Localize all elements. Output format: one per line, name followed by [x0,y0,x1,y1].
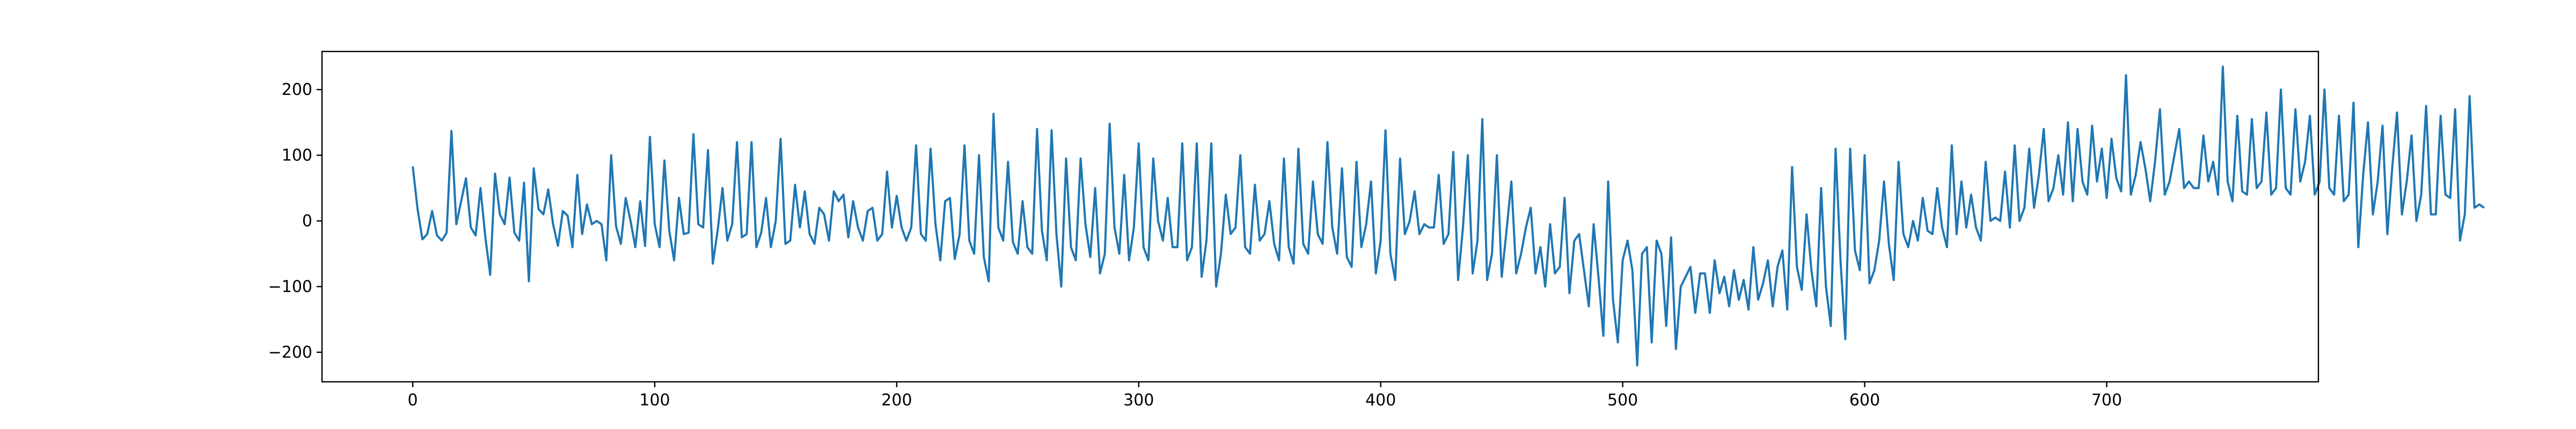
x-tick-label: 500 [1607,391,1638,410]
x-tick-label: 0 [408,391,418,410]
y-axis: −200 −100 0 100 200 [268,80,322,362]
x-tick-label: 600 [1849,391,1880,410]
y-tick-label: 100 [282,146,312,165]
x-tick-label: 100 [639,391,670,410]
y-tick-label: 0 [302,212,312,231]
x-tick-label: 200 [881,391,912,410]
x-tick-label: 300 [1123,391,1154,410]
x-axis: 0 100 200 300 400 500 600 700 [408,382,2122,410]
axes-frame [321,50,2319,383]
x-tick-label: 700 [2091,391,2122,410]
series-line-0 [412,65,2485,367]
y-tick-label: −100 [268,277,312,296]
y-tick-label: −200 [268,343,312,362]
x-tick-label: 400 [1365,391,1396,410]
y-tick-label: 200 [282,80,312,99]
plot-area [412,65,2485,367]
